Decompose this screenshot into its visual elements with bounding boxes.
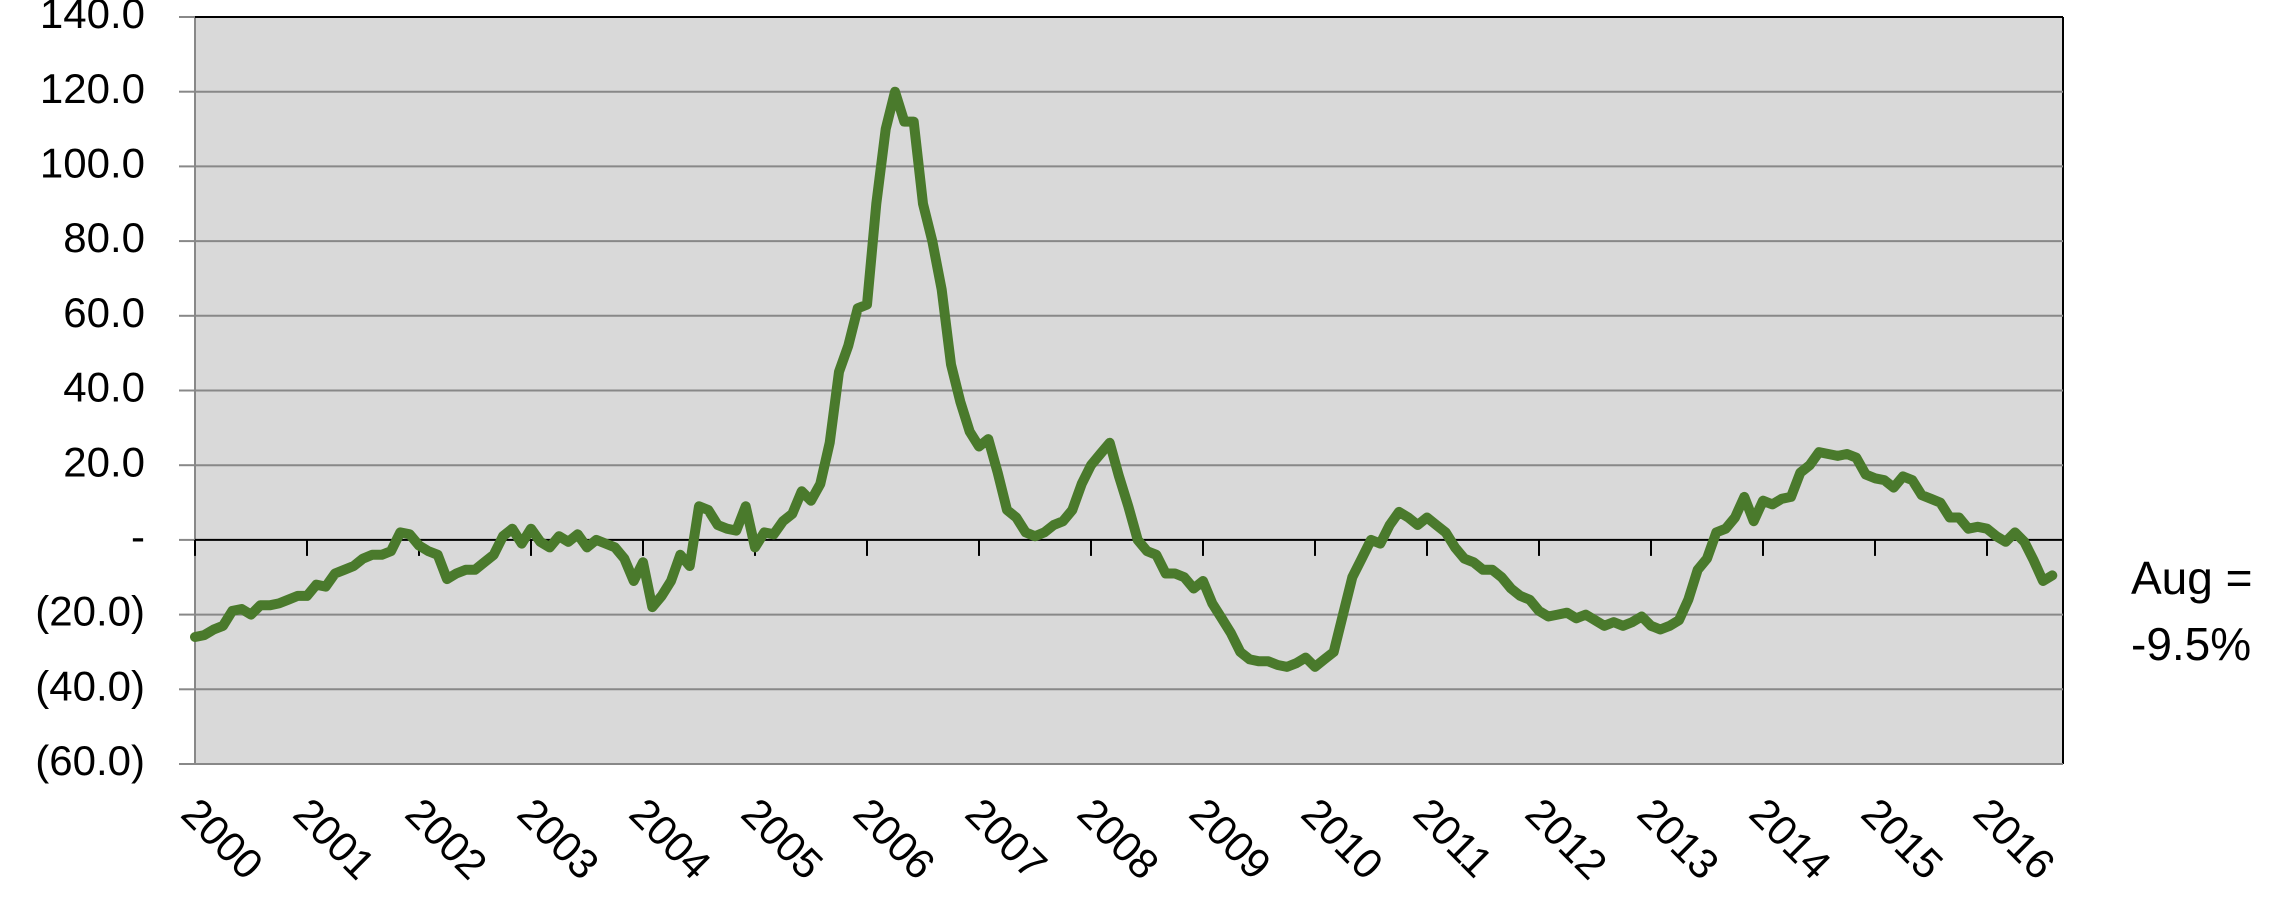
x-tick-label: 2000 xyxy=(173,789,272,888)
x-tick-label: 2007 xyxy=(957,789,1056,888)
x-tick-label: 2014 xyxy=(1741,789,1840,888)
x-tick-label: 2005 xyxy=(733,789,832,888)
x-tick-label: 2013 xyxy=(1629,789,1728,888)
y-tick-label: 20.0 xyxy=(63,438,145,485)
x-tick-label: 2010 xyxy=(1293,789,1392,888)
y-tick-label: 100.0 xyxy=(40,139,145,186)
y-tick-label: 140.0 xyxy=(40,0,145,37)
y-tick-label: - xyxy=(131,513,145,560)
x-tick-label: 2016 xyxy=(1965,789,2064,888)
x-tick-label: 2001 xyxy=(285,789,384,888)
y-tick-label: 60.0 xyxy=(63,289,145,336)
annotation: -9.5% xyxy=(2131,618,2251,670)
y-tick-label: (40.0) xyxy=(35,662,145,709)
y-tick-label: (20.0) xyxy=(35,588,145,635)
x-tick-label: 2012 xyxy=(1517,789,1616,888)
x-tick-label: 2006 xyxy=(845,789,944,888)
annotation: Aug = xyxy=(2131,552,2253,604)
y-tick-label: (60.0) xyxy=(35,737,145,784)
y-tick-label: 40.0 xyxy=(63,364,145,411)
x-tick-label: 2008 xyxy=(1069,789,1168,888)
x-tick-label: 2003 xyxy=(509,789,608,888)
y-tick-label: 120.0 xyxy=(40,65,145,112)
x-tick-label: 2011 xyxy=(1405,789,1502,886)
x-tick-label: 2002 xyxy=(397,789,496,888)
x-tick-label: 2004 xyxy=(621,789,720,888)
x-tick-label: 2009 xyxy=(1181,789,1280,888)
y-tick-label: 80.0 xyxy=(63,214,145,261)
x-tick-label: 2015 xyxy=(1853,789,1952,888)
series-line xyxy=(190,86,2058,672)
